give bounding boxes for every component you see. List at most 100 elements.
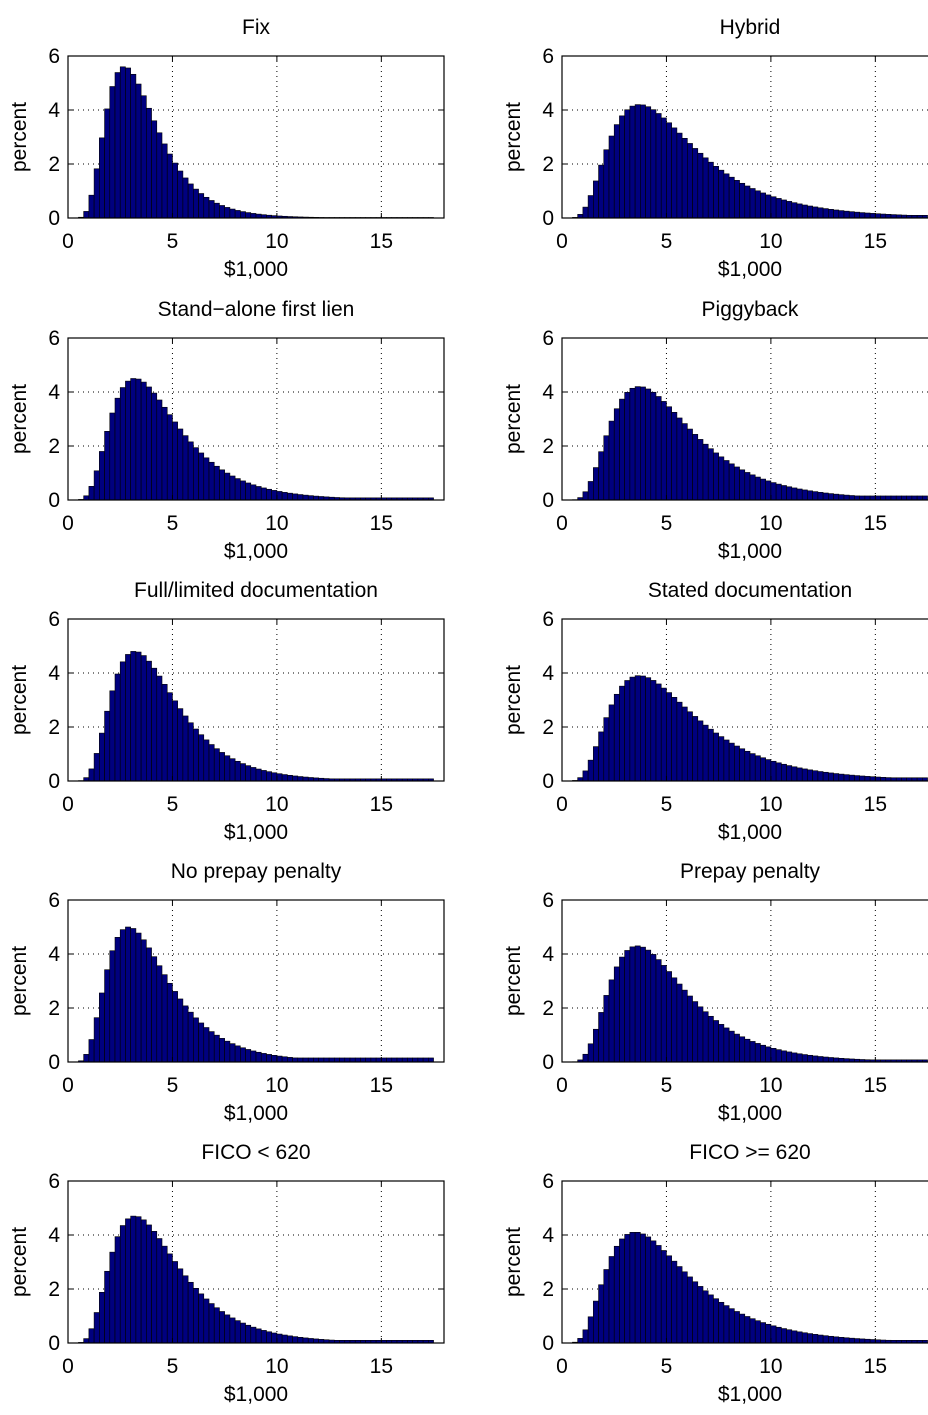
histogram-bar xyxy=(723,460,730,501)
histogram-bar xyxy=(219,469,225,501)
histogram-bar xyxy=(287,492,293,501)
histogram-bar xyxy=(629,105,636,219)
histogram-bar xyxy=(166,153,173,219)
histogram-bar xyxy=(911,495,918,501)
x-axis-label: $1,000 xyxy=(224,258,288,281)
histogram-bar xyxy=(104,108,111,219)
y-tick-label: 4 xyxy=(48,943,60,966)
histogram-bar xyxy=(828,493,834,501)
histogram-bar xyxy=(266,771,272,782)
histogram-bar xyxy=(608,704,615,782)
histogram-bar xyxy=(140,939,147,1063)
histogram-bar xyxy=(245,212,252,219)
x-tick-label: 10 xyxy=(759,1074,782,1097)
histogram-bar xyxy=(645,388,652,501)
histogram-bar xyxy=(734,466,740,501)
histogram-bar xyxy=(203,739,210,782)
y-axis-label: percent xyxy=(8,102,31,172)
histogram-bar xyxy=(245,482,252,501)
histogram-bar xyxy=(713,1298,719,1344)
histogram-bar xyxy=(681,989,688,1063)
axes-frame xyxy=(561,337,928,501)
histogram-bar xyxy=(859,1338,866,1344)
histogram-bar xyxy=(812,1334,819,1344)
y-tick-label: 2 xyxy=(542,997,554,1020)
histogram-bar xyxy=(765,1323,772,1344)
histogram-bar xyxy=(245,1324,252,1344)
histogram-bar xyxy=(213,1307,220,1344)
histogram-bar xyxy=(671,412,678,501)
histogram-bar xyxy=(313,1057,319,1063)
histogram-bar xyxy=(166,1253,173,1344)
histogram-bar xyxy=(99,992,105,1063)
histogram-bar xyxy=(838,773,845,782)
histogram-bar xyxy=(172,991,178,1063)
histogram-bar xyxy=(245,765,252,782)
histogram-bar xyxy=(707,1294,714,1344)
histogram-bar xyxy=(629,946,636,1063)
histogram-bar xyxy=(676,132,683,219)
histogram-bar xyxy=(381,1057,387,1063)
histogram-bar xyxy=(297,1057,304,1063)
histogram-bar xyxy=(104,969,111,1063)
histogram-bar xyxy=(224,207,231,219)
histogram-bar xyxy=(276,491,283,501)
histogram-bar xyxy=(587,759,594,782)
histogram-bar xyxy=(875,495,881,501)
axes-frame xyxy=(67,618,445,782)
histogram-bar xyxy=(624,1234,631,1344)
x-tick-label: 0 xyxy=(62,230,74,253)
histogram-bar xyxy=(198,452,205,501)
histogram-bar xyxy=(307,1338,314,1344)
histogram-bar xyxy=(817,492,824,501)
histogram-bar xyxy=(749,1041,756,1063)
histogram-bar xyxy=(655,113,662,219)
histogram-bar xyxy=(718,456,725,501)
histogram-bar xyxy=(172,1261,178,1344)
histogram-bar xyxy=(807,1054,813,1063)
histogram-bar xyxy=(125,926,131,1063)
histogram-bar xyxy=(224,472,231,501)
histogram-bar xyxy=(671,1260,678,1344)
histogram-bar xyxy=(833,209,840,219)
histogram-bar xyxy=(812,770,819,782)
histogram-bar xyxy=(812,491,819,501)
histogram-bar xyxy=(156,965,163,1063)
histogram-bar xyxy=(328,1057,335,1063)
histogram-bar xyxy=(375,1057,382,1063)
subplot-6: Stated documentation 0 5 10 15 0 2 4 6 $1,000 perc… xyxy=(502,579,928,844)
histogram-bar xyxy=(707,728,714,782)
histogram-bar xyxy=(864,776,871,782)
histogram-bar xyxy=(848,1337,855,1344)
x-tick-label: 5 xyxy=(661,1355,673,1378)
histogram-bar xyxy=(187,441,194,501)
axes-frame xyxy=(561,1180,928,1344)
histogram-bar xyxy=(707,448,714,501)
histogram-bar xyxy=(250,1050,257,1063)
histogram-bar xyxy=(140,95,147,219)
x-tick-label: 10 xyxy=(265,793,288,816)
histogram-bar xyxy=(645,106,652,219)
y-tick-label: 4 xyxy=(542,1224,554,1247)
histogram-bar xyxy=(146,947,152,1063)
y-tick-label: 6 xyxy=(542,45,554,68)
histogram-bar xyxy=(161,1245,168,1344)
histogram-bar xyxy=(848,774,855,782)
x-tick-label: 5 xyxy=(167,512,179,535)
histogram-bar xyxy=(339,1057,346,1063)
x-tick-label: 10 xyxy=(759,1355,782,1378)
histogram-bar xyxy=(156,1238,163,1344)
x-axis-label: $1,000 xyxy=(718,540,782,563)
histogram-bar xyxy=(224,755,231,782)
histogram-bar xyxy=(104,710,111,782)
histogram-bar xyxy=(807,1333,813,1344)
histogram-bar xyxy=(109,412,116,501)
histogram-bar xyxy=(208,200,215,219)
histogram-bar xyxy=(292,493,299,501)
histogram-bar xyxy=(208,1031,215,1063)
histogram-bar xyxy=(587,1316,594,1344)
histogram-bar xyxy=(869,776,876,782)
histogram-bar xyxy=(770,1048,777,1063)
x-tick-label: 15 xyxy=(370,1355,393,1378)
histogram-bar xyxy=(754,1320,761,1344)
